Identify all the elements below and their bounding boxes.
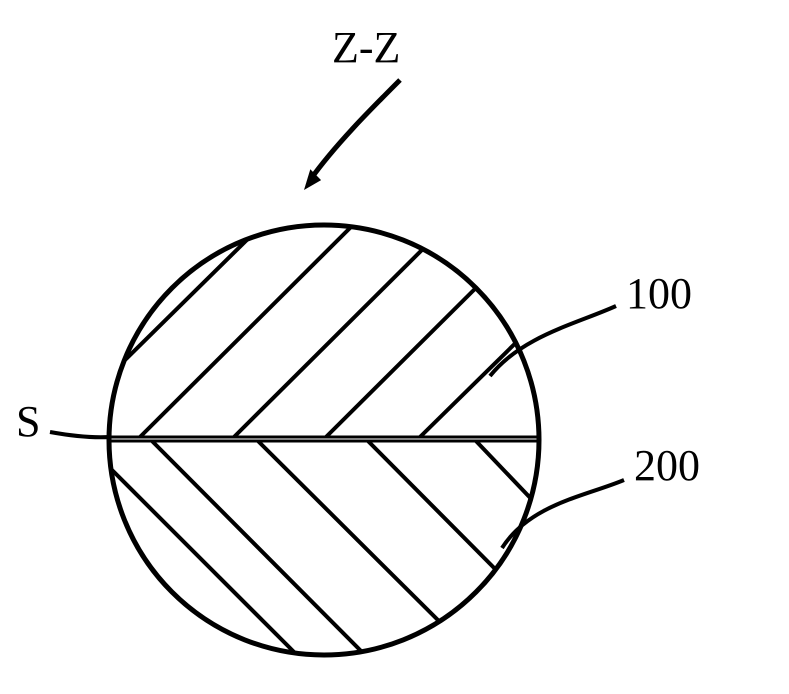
diagram-canvas: Z-Z 100 200 S	[0, 0, 789, 694]
leader-s	[50, 432, 110, 437]
diagram-svg	[0, 0, 789, 694]
reference-label-100: 100	[626, 268, 692, 319]
reference-label-s: S	[16, 396, 40, 447]
section-arrow	[304, 80, 400, 190]
reference-label-200: 200	[634, 440, 700, 491]
section-label: Z-Z	[332, 22, 400, 73]
